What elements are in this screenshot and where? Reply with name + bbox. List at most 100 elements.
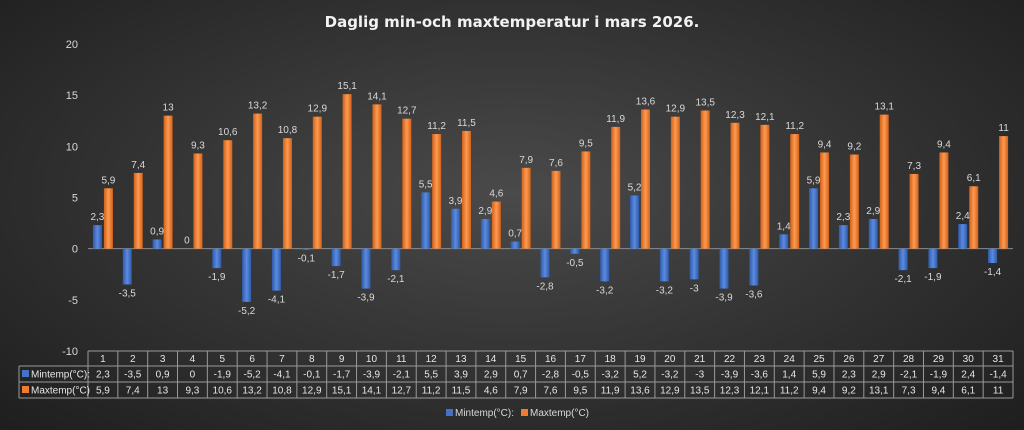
- max-bar: [402, 118, 412, 249]
- table-cell: -5,2: [243, 370, 261, 381]
- min-data-label: -1,9: [208, 272, 226, 283]
- data-labels: 2,3 -3,5 0,9 0 -1,9 -5,2 -4,1 -0,1 -1,7 -3,9 -2,1 5…: [90, 81, 1009, 317]
- table-cell: -2,8: [542, 370, 560, 381]
- min-data-label: 1,4: [777, 221, 791, 232]
- min-data-label: -1,7: [328, 270, 346, 281]
- min-bar: [570, 248, 580, 254]
- max-data-label: 9,4: [818, 139, 832, 150]
- table-cell: 7,6: [544, 386, 558, 397]
- table-cell: 2,3: [96, 370, 110, 381]
- legend-label: Maxtemp(°C): [530, 408, 589, 419]
- min-bar: [92, 225, 102, 249]
- min-data-label: -2,8: [536, 281, 554, 292]
- table-cell: 13,1: [869, 386, 889, 397]
- table-cell: 2,4: [961, 370, 975, 381]
- max-data-label: 14,1: [367, 91, 387, 102]
- min-data-label: 2,9: [866, 206, 880, 217]
- table-cell: 14,1: [362, 386, 382, 397]
- min-bar: [719, 248, 729, 289]
- max-data-label: 10,6: [218, 127, 238, 138]
- table-cell: -3,2: [661, 370, 679, 381]
- min-data-label: -3: [690, 283, 699, 294]
- table-cell: 10,8: [272, 386, 292, 397]
- table-cell: -3,6: [751, 370, 769, 381]
- min-bar: [868, 218, 878, 249]
- table-cell: -0,1: [303, 370, 321, 381]
- data-table: 1 2 3 4 5 6 7 8 9 10 11 12 13 14 15 16 17 18 19 20 21 22 23 24 2…: [18, 350, 1014, 399]
- max-bar: [551, 170, 561, 249]
- max-bar: [700, 110, 710, 249]
- table-header-cell: 28: [903, 354, 915, 365]
- table-cell: 9,4: [931, 386, 945, 397]
- max-bar: [611, 126, 621, 249]
- min-data-label: 2,3: [836, 212, 850, 223]
- max-bar: [461, 130, 471, 249]
- legend-label: Mintemp(°C):: [455, 408, 514, 419]
- min-legend-key: [22, 370, 29, 377]
- table-header-cell: 12: [426, 354, 438, 365]
- min-bar: [212, 248, 222, 269]
- table-header-cell: 6: [249, 354, 255, 365]
- min-bar: [450, 208, 460, 249]
- min-data-label: -3,6: [745, 290, 763, 301]
- table-header-cell: 8: [309, 354, 315, 365]
- max-data-label: 6,1: [967, 173, 981, 184]
- table-row-label: Maxtemp(°C): [31, 386, 90, 397]
- table-header-cell: 24: [784, 354, 796, 365]
- max-bar: [193, 153, 203, 249]
- min-bar: [659, 248, 669, 282]
- min-data-label: 3,9: [449, 196, 463, 207]
- table-header-cell: 29: [933, 354, 945, 365]
- max-bar: [223, 140, 233, 249]
- table-cell: 4,6: [484, 386, 498, 397]
- y-tick-label: 10: [66, 141, 78, 153]
- table-header-cell: 30: [963, 354, 975, 365]
- bars: [92, 94, 1009, 302]
- max-data-label: 7,6: [549, 158, 563, 169]
- min-data-label: -2,1: [387, 274, 405, 285]
- min-data-label: 5,5: [419, 179, 433, 190]
- max-bar: [581, 151, 591, 249]
- min-data-label: 0,9: [150, 226, 164, 237]
- table-cell: 9,5: [573, 386, 587, 397]
- max-data-label: 7,4: [131, 160, 145, 171]
- min-bar: [779, 234, 789, 249]
- max-bar: [282, 138, 292, 249]
- max-data-label: 13: [163, 103, 175, 114]
- table-cell: 2,9: [484, 370, 498, 381]
- max-bar: [909, 173, 919, 249]
- table-header-cell: 26: [843, 354, 855, 365]
- table-header-cell: 14: [485, 354, 497, 365]
- table-header-cell: 3: [160, 354, 166, 365]
- max-bar: [760, 124, 770, 249]
- max-bar: [969, 186, 979, 249]
- max-bar: [939, 152, 949, 249]
- min-bar: [331, 248, 341, 267]
- max-bar: [820, 152, 830, 249]
- y-tick-label: -10: [62, 346, 78, 358]
- table-cell: 3,9: [454, 370, 468, 381]
- min-bar: [242, 248, 252, 302]
- max-data-label: 12,1: [755, 112, 775, 123]
- table-cell: 13,6: [630, 386, 650, 397]
- table-cell: -3: [695, 370, 704, 381]
- table-cell: 6,1: [961, 386, 975, 397]
- table-cell: 9,4: [812, 386, 826, 397]
- y-tick-label: -5: [68, 295, 78, 307]
- min-bar: [809, 188, 819, 249]
- table-cell: 0,9: [156, 370, 170, 381]
- table-header-cell: 20: [664, 354, 676, 365]
- max-bar: [342, 94, 352, 249]
- table-cell: 10,6: [213, 386, 233, 397]
- min-data-label: -4,1: [268, 295, 286, 306]
- table-cell: 13: [157, 386, 169, 397]
- table-cell: 9,2: [842, 386, 856, 397]
- table-cell: 11: [993, 386, 1004, 397]
- table-header-cell: 21: [694, 354, 706, 365]
- max-bar: [253, 113, 263, 249]
- max-data-label: 13,2: [248, 101, 268, 112]
- table-cell: -1,4: [989, 370, 1007, 381]
- table-cell: 0: [190, 370, 196, 381]
- table-header-cell: 18: [605, 354, 617, 365]
- min-bar: [421, 192, 431, 249]
